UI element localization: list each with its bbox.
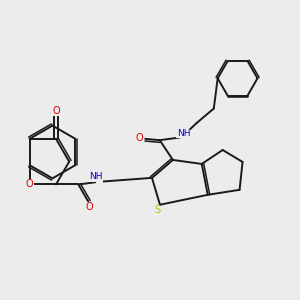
- Text: O: O: [26, 179, 33, 190]
- Text: NH: NH: [177, 129, 190, 138]
- Text: O: O: [52, 106, 60, 116]
- Text: O: O: [85, 202, 93, 212]
- Text: O: O: [136, 133, 143, 143]
- Text: S: S: [154, 205, 160, 215]
- Text: NH: NH: [89, 172, 103, 182]
- Text: H: H: [96, 173, 103, 182]
